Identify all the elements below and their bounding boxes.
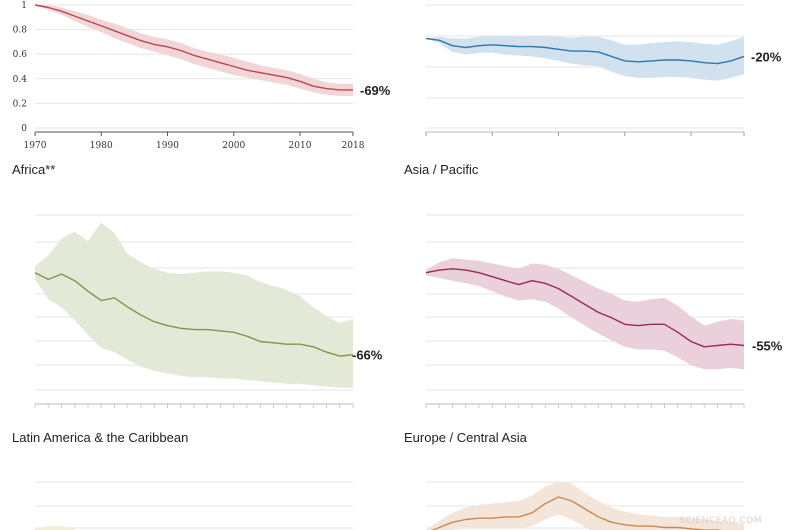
x-tick-label: 1970: [24, 141, 47, 151]
index-line: [430, 496, 724, 530]
x-tick-label: 2000: [222, 141, 245, 151]
watermark: SCIENCEAQ.COM: [679, 516, 762, 526]
x-tick-label: 1980: [90, 141, 113, 151]
y-tick-label: 1: [21, 1, 27, 11]
x-tick-label: 2018: [342, 141, 365, 151]
panel-title: Europe / Central Asia: [404, 430, 528, 445]
chart-panel-africa: Africa** -66%: [12, 162, 383, 408]
chart-panel-north_america: -20%: [425, 4, 782, 136]
y-tick-label: 0.6: [13, 50, 28, 60]
confidence-band: [426, 481, 744, 530]
x-tick-label: 1990: [156, 141, 179, 151]
panel-title: Africa**: [12, 162, 55, 177]
change-label: -55%: [752, 338, 783, 353]
confidence-band: [426, 258, 744, 370]
confidence-band: [35, 5, 353, 96]
chart-panel-asia_pacific: Asia / Pacific -55%: [404, 162, 783, 408]
y-tick-label: 0.8: [13, 26, 28, 36]
chart-panel-global: -69% 1970 1980 1990 2000 2010 2018 0 0.2 0.4 0.6 0.…: [13, 1, 391, 151]
chart-panel-europe_central_asia: Europe / Central Asia: [404, 430, 744, 530]
chart-panel-latin_america: Latin America & the Caribbean: [12, 430, 353, 530]
change-label: -69%: [360, 83, 391, 98]
index-line: [425, 37, 745, 65]
y-tick-label: 0.4: [13, 75, 28, 85]
change-label: -20%: [751, 49, 782, 64]
index-line: [34, 4, 353, 91]
panel-title: Asia / Pacific: [404, 162, 479, 177]
y-tick-label: 0: [21, 124, 27, 134]
confidence-band: [35, 526, 75, 530]
confidence-band: [426, 35, 744, 81]
confidence-band: [35, 222, 353, 388]
y-tick-label: 0.2: [13, 99, 27, 109]
x-tick-label: 2010: [289, 141, 312, 151]
index-line: [34, 272, 354, 357]
index-line: [425, 268, 745, 348]
change-label: -66%: [352, 348, 383, 363]
panel-title: Latin America & the Caribbean: [12, 430, 188, 445]
